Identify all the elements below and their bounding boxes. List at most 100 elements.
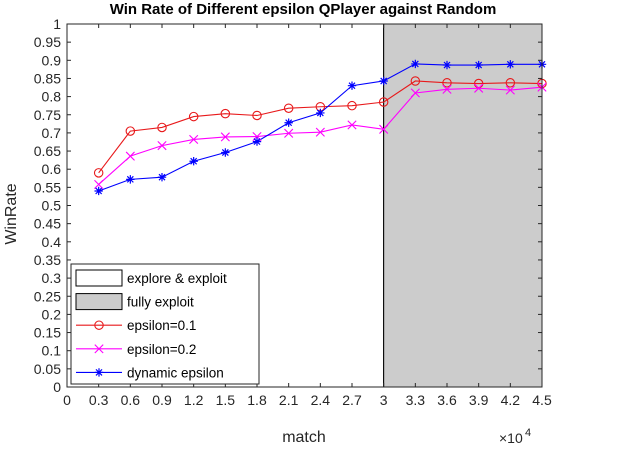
marker-x xyxy=(220,132,230,142)
data-point xyxy=(411,59,420,69)
x-axis-multiplier: ×10 4 xyxy=(499,427,531,446)
x-tick-label: 0.3 xyxy=(89,392,109,408)
data-point xyxy=(410,88,420,98)
marker-star xyxy=(506,60,515,69)
data-point xyxy=(125,151,135,161)
marker-circle xyxy=(505,78,516,88)
data-point xyxy=(252,110,262,121)
data-point xyxy=(252,137,262,146)
marker-circle xyxy=(94,320,104,330)
x-tick-label: 3.3 xyxy=(406,392,426,408)
x-tick-label: 3.9 xyxy=(469,392,489,408)
x-tick-label: 0.9 xyxy=(152,392,172,408)
marker-x xyxy=(284,128,294,138)
y-tick-label: 0.55 xyxy=(34,179,61,195)
y-tick-label: 0.95 xyxy=(34,34,61,50)
marker-star xyxy=(94,368,104,377)
data-point xyxy=(442,84,452,94)
legend-entry: fully exploit xyxy=(75,293,194,311)
x-tick-label: 2.1 xyxy=(279,392,299,408)
legend-swatch xyxy=(75,269,123,287)
legend: explore & exploit fully exploit epsilon=0.… xyxy=(70,263,260,385)
data-point xyxy=(378,97,389,107)
marker-star xyxy=(379,76,388,86)
y-tick-label: 0.75 xyxy=(34,107,61,123)
marker-star xyxy=(157,172,167,182)
data-point xyxy=(284,128,294,138)
y-tick-label: 0.35 xyxy=(34,252,61,268)
data-point xyxy=(506,60,515,69)
data-point xyxy=(93,168,104,178)
x-axis-label: match xyxy=(282,429,326,446)
marker-x xyxy=(474,83,484,93)
data-point xyxy=(284,118,293,127)
x-tick-label: 4.5 xyxy=(532,392,552,408)
marker-star xyxy=(347,81,357,90)
legend-marker xyxy=(94,320,104,330)
data-point xyxy=(283,103,294,113)
marker-star xyxy=(189,157,198,166)
marker-star xyxy=(94,186,103,196)
x-tick-label: 3 xyxy=(380,392,388,408)
marker-x xyxy=(94,179,104,190)
y-axis-ticks: 0 0.05 0.1 0.15 0.2 0.25 0.3 0.35 0.4 0.45 0.5 0.55… xyxy=(34,16,542,395)
marker-star xyxy=(316,108,325,118)
y-tick-label: 0.6 xyxy=(42,161,62,177)
marker-star xyxy=(284,118,293,127)
x-axis-ticks: 0 0.3 0.6 0.9 1.2 1.5 1.8 2.1 2.4 2.7 3 3.3 3.6 3.9 4.… xyxy=(63,24,552,408)
legend-entry: epsilon=0.2 xyxy=(76,342,196,357)
data-point xyxy=(347,100,357,111)
data-point xyxy=(220,108,231,119)
legend-entry: explore & exploit xyxy=(75,269,227,287)
y-tick-label: 0.15 xyxy=(34,325,61,341)
legend-entry: epsilon=0.1 xyxy=(76,318,196,333)
legend-swatch xyxy=(75,293,123,311)
region-1 xyxy=(383,23,543,388)
y-tick-label: 0.65 xyxy=(34,143,61,159)
y-tick-label: 0.8 xyxy=(42,89,62,105)
marker-x xyxy=(347,120,357,130)
marker-circle xyxy=(378,97,389,107)
y-tick-label: 0.1 xyxy=(42,343,62,359)
x-tick-label: 3.6 xyxy=(437,392,457,408)
marker-x xyxy=(189,134,199,145)
legend-label: explore & exploit xyxy=(127,271,227,286)
marker-circle xyxy=(93,168,104,178)
data-point xyxy=(189,157,198,166)
x-tick-label: 2.4 xyxy=(311,392,331,408)
y-tick-label: 0.9 xyxy=(42,52,62,68)
marker-circle xyxy=(252,110,262,121)
y-tick-label: 1 xyxy=(53,16,61,32)
marker-circle xyxy=(347,100,357,111)
y-tick-label: 0.25 xyxy=(34,288,61,304)
x-tick-label: 0 xyxy=(63,392,71,408)
data-point xyxy=(221,148,230,157)
marker-circle xyxy=(442,78,452,88)
data-point xyxy=(379,76,388,86)
x-tick-label: 0.6 xyxy=(121,392,141,408)
data-point xyxy=(379,124,389,134)
marker-circle xyxy=(125,126,136,136)
marker-circle xyxy=(157,122,167,133)
marker-star xyxy=(221,148,230,157)
marker-x xyxy=(315,127,325,137)
data-point xyxy=(157,172,167,182)
y-tick-label: 0.2 xyxy=(42,306,62,322)
marker-star xyxy=(252,137,262,146)
data-point xyxy=(220,132,230,142)
data-point xyxy=(474,83,484,93)
marker-circle xyxy=(410,76,421,86)
legend-marker xyxy=(94,344,104,354)
x-multiplier-base: ×10 xyxy=(499,430,523,446)
legend-label: dynamic epsilon xyxy=(127,365,224,380)
data-point xyxy=(505,78,516,88)
data-point xyxy=(157,141,167,151)
legend-entry: dynamic epsilon xyxy=(76,365,224,380)
x-tick-label: 4.2 xyxy=(501,392,521,408)
x-multiplier-exponent: 4 xyxy=(525,427,531,439)
data-point xyxy=(126,175,135,184)
marker-circle xyxy=(220,108,231,119)
x-tick-label: 1.5 xyxy=(216,392,236,408)
series-line-0 xyxy=(98,80,543,174)
